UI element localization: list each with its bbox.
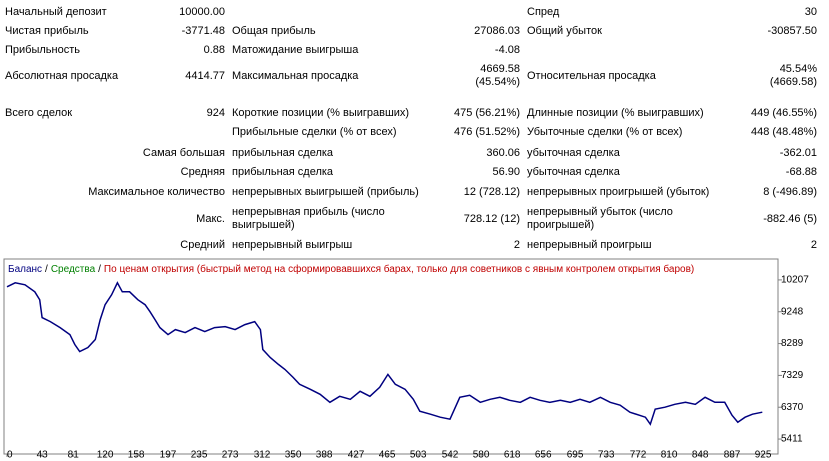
x-tick-label: 388: [316, 449, 333, 460]
stat-value: 4414.77: [185, 69, 225, 82]
stat-value: 45.54% (4669.58): [769, 63, 817, 88]
balance-line: [6, 281, 763, 426]
x-tick-label: 887: [724, 449, 741, 460]
stat-value: 924: [206, 106, 225, 119]
y-tick-label: 5411: [781, 434, 803, 445]
x-tick-label: 158: [128, 449, 145, 460]
stat-label: непрерывный убыток (число проигрышей): [527, 206, 673, 231]
stat-value: 2: [513, 238, 520, 251]
y-tick-label: 8289: [781, 338, 804, 349]
stat-label: непрерывных проигрышей (убыток): [527, 185, 710, 198]
stat-label: прибыльная сделка: [232, 146, 334, 159]
x-tick-label: 0: [7, 449, 13, 460]
stat-value: 728.12 (12): [463, 212, 520, 225]
stat-label: Средняя: [180, 165, 225, 178]
stat-label: Макс.: [196, 212, 225, 225]
stat-label: Самая большая: [142, 146, 225, 159]
stat-label: Относительная просадка: [527, 69, 656, 82]
stat-value: -68.88: [785, 165, 817, 178]
stat-label: убыточная сделка: [527, 146, 620, 159]
stat-label: Общая прибыль: [232, 24, 316, 37]
legend-equity: Средства: [51, 264, 96, 275]
stat-value: -4.08: [494, 43, 520, 56]
y-tick-label: 9248: [781, 306, 804, 317]
stat-value: 30: [804, 5, 817, 18]
x-tick-label: 542: [442, 449, 459, 460]
stat-label: Прибыльность: [5, 43, 80, 56]
legend-separator: /: [98, 264, 101, 275]
stat-label: Всего сделок: [5, 106, 73, 119]
x-tick-label: 733: [598, 449, 615, 460]
stat-label: непрерывный проигрыш: [527, 238, 652, 251]
stat-label: Максимальное количество: [88, 185, 225, 198]
x-tick-label: 618: [504, 449, 521, 460]
x-tick-label: 925: [755, 449, 772, 460]
x-tick-label: 350: [285, 449, 302, 460]
stat-value: 360.06: [486, 146, 520, 159]
stat-label: Убыточные сделки (% от всех): [527, 125, 683, 138]
x-tick-label: 427: [348, 449, 365, 460]
stat-value: 27086.03: [474, 24, 520, 37]
x-tick-label: 772: [630, 449, 647, 460]
x-tick-label: 81: [68, 449, 80, 460]
stat-label: непрерывный выигрыш: [232, 238, 353, 251]
x-tick-label: 273: [222, 449, 239, 460]
x-tick-label: 848: [692, 449, 709, 460]
stat-value: 12 (728.12): [463, 185, 520, 198]
stat-value: -3771.48: [181, 24, 225, 37]
stat-value: 2: [810, 238, 817, 251]
y-tick-label: 10207: [781, 275, 809, 286]
x-tick-label: 197: [160, 449, 177, 460]
stat-label: Чистая прибыль: [5, 24, 89, 37]
stat-label: Максимальная просадка: [232, 69, 359, 82]
stat-value: -362.01: [779, 146, 817, 159]
legend-balance: Баланс: [8, 264, 42, 275]
stat-label: Начальный депозит: [5, 5, 107, 18]
stat-value: 476 (51.52%): [453, 125, 520, 138]
stat-value: 56.90: [492, 165, 520, 178]
stat-label: Общий убыток: [527, 24, 602, 37]
chart-legend: Баланс / Средства / По ценам открытия (быстр…: [8, 263, 694, 275]
stat-value: 0.88: [203, 43, 225, 56]
x-tick-label: 580: [473, 449, 490, 460]
stat-value: 4669.58 (45.54%): [475, 63, 520, 88]
stat-label: Матожидание выигрыша: [232, 43, 359, 56]
stat-label: непрерывная прибыль (число выигрышей): [232, 206, 385, 231]
stat-label: Спред: [527, 5, 560, 18]
legend-mode: По ценам открытия (быстрый метод на сфор…: [104, 263, 694, 275]
stat-value: 449 (46.55%): [750, 106, 817, 119]
stat-value: 448 (48.48%): [750, 125, 817, 138]
legend-separator: /: [45, 264, 48, 275]
stat-value: -30857.50: [767, 24, 817, 37]
x-tick-label: 43: [37, 449, 49, 460]
stat-label: Абсолютная просадка: [5, 69, 119, 82]
x-tick-label: 695: [567, 449, 584, 460]
x-tick-label: 235: [191, 449, 208, 460]
stat-label: Средний: [180, 238, 225, 251]
x-tick-label: 810: [661, 449, 678, 460]
stat-value: 10000.00: [179, 5, 225, 18]
x-tick-label: 503: [410, 449, 427, 460]
stat-value: -882.46 (5): [763, 212, 817, 225]
stat-label: прибыльная сделка: [232, 165, 334, 178]
stat-value: 475 (56.21%): [453, 106, 520, 119]
stat-label: Длинные позиции (% выигравших): [527, 106, 704, 119]
x-tick-label: 656: [535, 449, 552, 460]
stat-label: убыточная сделка: [527, 165, 620, 178]
stat-label: Прибыльные сделки (% от всех): [232, 125, 397, 138]
y-tick-label: 7329: [781, 370, 804, 381]
x-tick-label: 312: [254, 449, 271, 460]
x-tick-label: 120: [97, 449, 114, 460]
stat-label: непрерывных выигрышей (прибыль): [232, 185, 419, 198]
stat-value: 8 (-496.89): [763, 185, 817, 198]
y-tick-label: 6370: [781, 402, 804, 413]
stat-label: Короткие позиции (% выигравших): [232, 106, 410, 119]
x-tick-label: 465: [379, 449, 396, 460]
